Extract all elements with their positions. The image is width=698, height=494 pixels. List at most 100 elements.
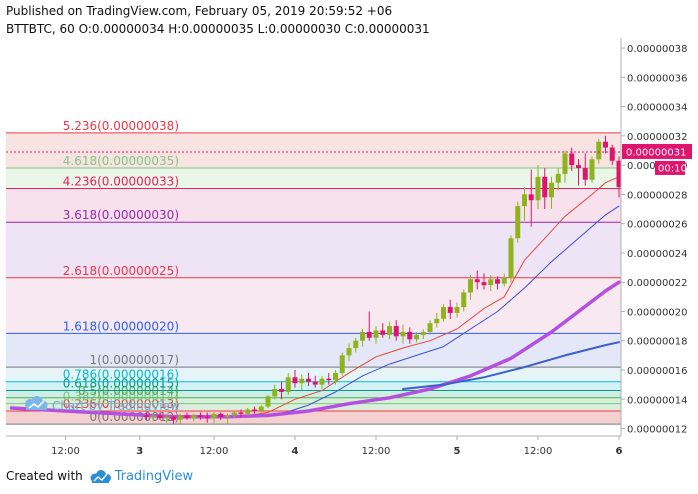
candle[interactable] [285,372,291,395]
candle[interactable] [515,201,521,243]
candle[interactable] [353,337,359,353]
candle[interactable] [339,352,345,376]
candle[interactable] [373,326,379,344]
watermark-text: Chart by TradingView [52,399,180,413]
candle[interactable] [495,276,500,290]
candle[interactable] [144,412,149,420]
candle-body [515,206,521,239]
candle[interactable] [265,394,271,409]
candle[interactable] [299,374,305,391]
candle[interactable] [184,412,190,420]
tradingview-brand[interactable]: TradingView [114,469,194,484]
candle[interactable] [387,321,392,340]
candle[interactable] [508,235,514,283]
candle-body [549,182,554,198]
candle[interactable] [562,150,568,183]
candle[interactable] [616,156,622,198]
x-tick-label: 4 [292,446,299,457]
candle[interactable] [400,324,406,344]
y-axis: 0.00000012 0.00000014 0.00000016 0.00000018… [620,38,687,436]
candle-body [299,378,305,384]
candle[interactable] [171,415,176,425]
candle-body [144,415,149,417]
candle-body [393,326,399,337]
candle-body [252,409,257,411]
candle[interactable] [501,273,507,287]
fib-band [6,168,621,189]
candle[interactable] [279,381,284,400]
candle[interactable] [177,413,183,425]
candle[interactable] [312,375,318,388]
candle[interactable] [225,413,230,425]
candle[interactable] [346,343,352,362]
candle[interactable] [596,138,602,164]
candle[interactable] [204,412,210,423]
candle[interactable] [157,412,163,420]
candle[interactable] [333,370,338,385]
candle[interactable] [252,406,257,414]
candle[interactable] [366,311,372,341]
candle[interactable] [542,168,548,210]
candle[interactable] [198,412,203,420]
candle-body [555,173,561,183]
candle-body [306,378,311,382]
candle[interactable] [427,320,433,335]
candle-body [596,141,602,160]
y-tick-label: 0.00000026 [627,220,687,231]
candle[interactable] [150,413,156,422]
candle[interactable] [461,289,467,312]
candle-body [508,238,514,278]
candle[interactable] [441,304,446,322]
candle[interactable] [468,274,473,300]
candle-body [589,159,595,180]
candle[interactable] [306,372,311,387]
candle[interactable] [454,302,460,318]
candle-body [569,153,575,166]
candle[interactable] [272,384,278,400]
candle[interactable] [231,410,237,419]
x-tick-label: 12:00 [200,446,229,457]
candle[interactable] [447,299,453,319]
candle[interactable] [589,156,595,183]
candle[interactable] [245,408,251,416]
candle[interactable] [434,312,440,328]
candle[interactable] [292,370,298,388]
y-tick-label: 0.00000020 [627,307,687,318]
candle[interactable] [549,176,554,210]
candle[interactable] [609,144,615,166]
candle[interactable] [360,329,365,347]
candle[interactable] [164,413,170,423]
candle[interactable] [414,331,419,343]
candle[interactable] [238,409,244,417]
candle[interactable] [407,327,413,344]
candle[interactable] [211,412,217,425]
candle[interactable] [481,273,487,290]
candle-body [400,331,406,337]
candle[interactable] [326,372,332,385]
candle[interactable] [528,169,534,227]
candle-body [454,307,460,313]
candle-body [434,318,440,324]
candle[interactable] [191,413,197,422]
candle-body [582,168,588,180]
candle[interactable] [393,320,399,341]
fib-band [6,132,621,169]
candle[interactable] [582,153,588,186]
y-tick-label: 0.00000016 [627,366,687,377]
candle[interactable] [576,159,581,186]
candle-body [603,141,608,148]
candle[interactable] [319,375,325,390]
candle-body [272,389,278,397]
candle[interactable] [474,270,480,290]
candle[interactable] [420,329,426,340]
candle-body [225,415,230,417]
candle[interactable] [258,405,264,413]
candle[interactable] [218,412,224,420]
candle[interactable] [522,187,527,221]
candle[interactable] [603,135,608,154]
candle[interactable] [535,165,541,210]
candle[interactable] [555,168,561,190]
candle[interactable] [380,323,386,338]
candle[interactable] [488,274,494,291]
